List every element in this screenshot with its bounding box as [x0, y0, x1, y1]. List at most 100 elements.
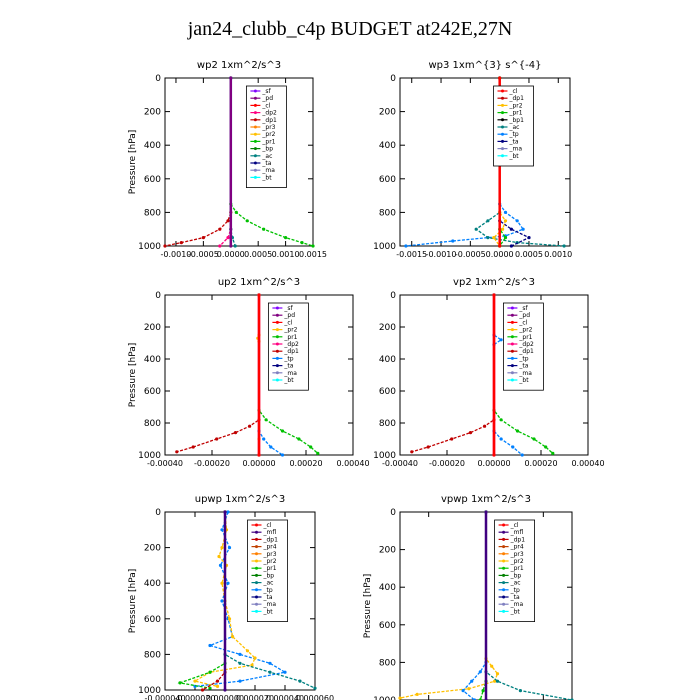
y-axis-label: Pressure [hPa] [128, 130, 138, 195]
legend-marker [510, 342, 514, 346]
legend-label: _bt [263, 608, 274, 615]
series-point [250, 663, 254, 667]
legend-marker [510, 313, 514, 317]
legend-label: _ac [510, 580, 521, 587]
legend-label: _sf [261, 88, 271, 95]
legend-marker [502, 523, 506, 527]
series-point [208, 686, 212, 690]
series-point [551, 451, 555, 455]
y-tick-label: 0 [390, 74, 396, 84]
legend-marker [275, 371, 279, 375]
legend-marker [510, 356, 514, 360]
chart-title: wp3 1xm^{3} s^{-4} [428, 60, 541, 71]
series-point [398, 696, 402, 700]
series-line-pr1 [177, 512, 226, 689]
plot-frame [164, 511, 316, 691]
legend-label: _pr2 [261, 131, 275, 138]
legend-marker [275, 342, 279, 346]
legend-label: _ta [263, 594, 273, 601]
series-point [297, 437, 301, 441]
legend-label: _dp2 [261, 110, 277, 117]
series-point [426, 445, 430, 449]
series-point [501, 227, 505, 231]
series-line-ac [485, 512, 573, 700]
legend-marker [275, 335, 279, 339]
series-point [245, 649, 250, 653]
series-point [544, 445, 548, 449]
x-tick-label: -0.000040 [144, 694, 185, 700]
series-point [499, 338, 503, 342]
series-line-dp1 [176, 295, 260, 453]
series-point [229, 244, 233, 248]
legend-label: _ac [261, 153, 272, 160]
x-tick-label: -0.000020 [174, 694, 215, 700]
y-tick-label: 0 [155, 74, 161, 84]
series-point [493, 679, 497, 683]
legend-marker [275, 328, 279, 332]
series-point [410, 450, 414, 454]
series-point [220, 546, 224, 550]
legend-marker [275, 306, 279, 310]
series-point [227, 617, 232, 621]
legend-box [502, 302, 544, 391]
chart-title: upwp 1xm^2/s^3 [195, 494, 285, 505]
y-tick-label: 400 [144, 579, 161, 589]
series-point [467, 687, 471, 691]
series-line-dp1 [411, 295, 495, 453]
legend-marker [510, 364, 514, 368]
x-tick-label: 0.0010 [544, 250, 572, 259]
series-line-pr2 [399, 512, 499, 699]
chart-panel-3: up2 1xm^2/s^3 Pressure [hPa] 0 200 400 600 800… [128, 277, 370, 468]
legend-label: _dp1 [283, 348, 299, 355]
legend-label: _pd [518, 312, 530, 319]
x-tick-label: -0.00040 [382, 459, 418, 468]
legend-marker [501, 147, 504, 151]
series-point [218, 244, 222, 248]
series-point [220, 581, 224, 585]
y-tick-label: 1000 [373, 242, 396, 252]
series-point [280, 429, 285, 433]
x-tick-label: 0.000040 [266, 694, 304, 700]
legend-label: _pr3 [261, 124, 275, 131]
legend-marker [255, 530, 258, 534]
legend-label: _dp1 [263, 536, 279, 543]
series-point [492, 236, 496, 240]
series-point [217, 554, 221, 559]
legend-label: _sf [283, 305, 293, 312]
series-point [316, 451, 320, 455]
series-point [223, 688, 227, 692]
series-point [509, 244, 513, 248]
y-tick-label: 800 [379, 658, 396, 668]
series-point [248, 424, 252, 428]
series-point [415, 692, 419, 697]
legend-label: _pr2 [283, 327, 297, 334]
legend-marker [255, 566, 258, 570]
legend-label: _dp2 [283, 341, 299, 348]
legend-marker [502, 530, 506, 534]
y-tick-label: 0 [155, 291, 161, 301]
series-point [284, 236, 288, 240]
legend-marker [255, 559, 258, 563]
legend-label: _dp1 [518, 348, 534, 355]
x-tick-label: -0.0010 [426, 250, 457, 259]
series-point [298, 679, 302, 683]
chart-panel-2: wp3 1xm^{3} s^{-4}02004006008001000-0.00… [373, 60, 572, 259]
legend-marker [255, 537, 258, 541]
legend-label: _pr2 [518, 327, 532, 334]
legend-marker [502, 602, 506, 606]
series-point [562, 244, 566, 248]
legend-label: _cl [283, 319, 292, 326]
x-tick-label: 0.00020 [289, 459, 322, 468]
series-point [461, 689, 465, 693]
legend-label: _pd [261, 95, 273, 102]
series-point [495, 679, 500, 683]
legend-marker [502, 566, 506, 570]
legend-label: _pr3 [263, 551, 277, 558]
y-tick-label: 800 [144, 208, 161, 218]
series-point [492, 453, 496, 457]
legend-marker [275, 364, 279, 368]
legend-box [267, 302, 309, 391]
legend-label: _bt [518, 377, 529, 384]
series-point [268, 661, 272, 665]
